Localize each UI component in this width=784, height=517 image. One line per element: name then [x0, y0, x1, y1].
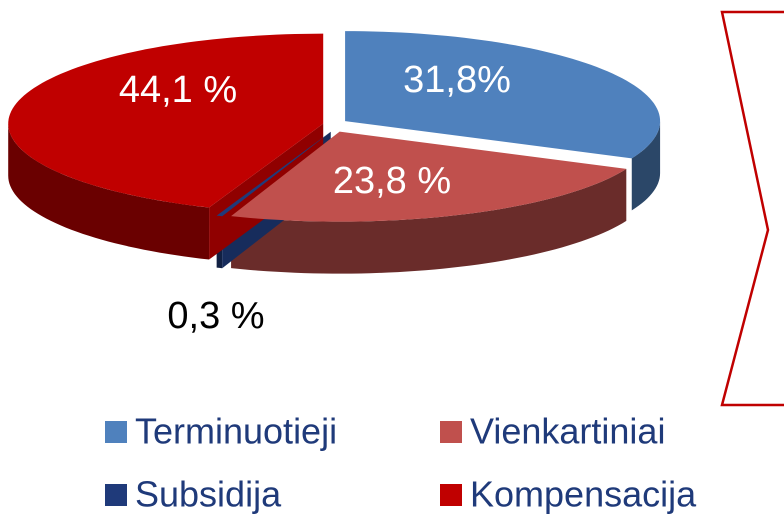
legend-swatch: [105, 421, 127, 443]
legend-label: Subsidija: [135, 474, 282, 515]
legend-swatch: [440, 421, 462, 443]
pie-slice-side: [231, 168, 627, 274]
pie-slice-side: [8, 123, 210, 260]
legend-label: Terminuotieji: [135, 411, 337, 452]
pie: [8, 31, 661, 274]
data-label: 0,3 %: [167, 295, 264, 337]
legend-swatch: [105, 484, 127, 506]
data-label: 23,8 %: [333, 160, 451, 202]
legend-label: Vienkartiniai: [470, 411, 665, 452]
data-label: 31,8%: [403, 59, 511, 101]
legend: Terminuotieji Vienkartiniai Subsidija Kompe…: [105, 411, 697, 515]
callout-shape: [720, 10, 784, 407]
pie-slice: [216, 131, 331, 217]
labels: 31,8% 23,8 % 0,3 % 44,1 %: [119, 59, 511, 337]
pie-slice: [8, 33, 324, 208]
data-label: 44,1 %: [119, 69, 237, 111]
pie-slice-side: [631, 121, 661, 211]
pie-slice: [231, 131, 627, 222]
pie-slice: [345, 31, 661, 159]
legend-label: Kompensacija: [470, 474, 697, 515]
legend-swatch: [440, 484, 462, 506]
